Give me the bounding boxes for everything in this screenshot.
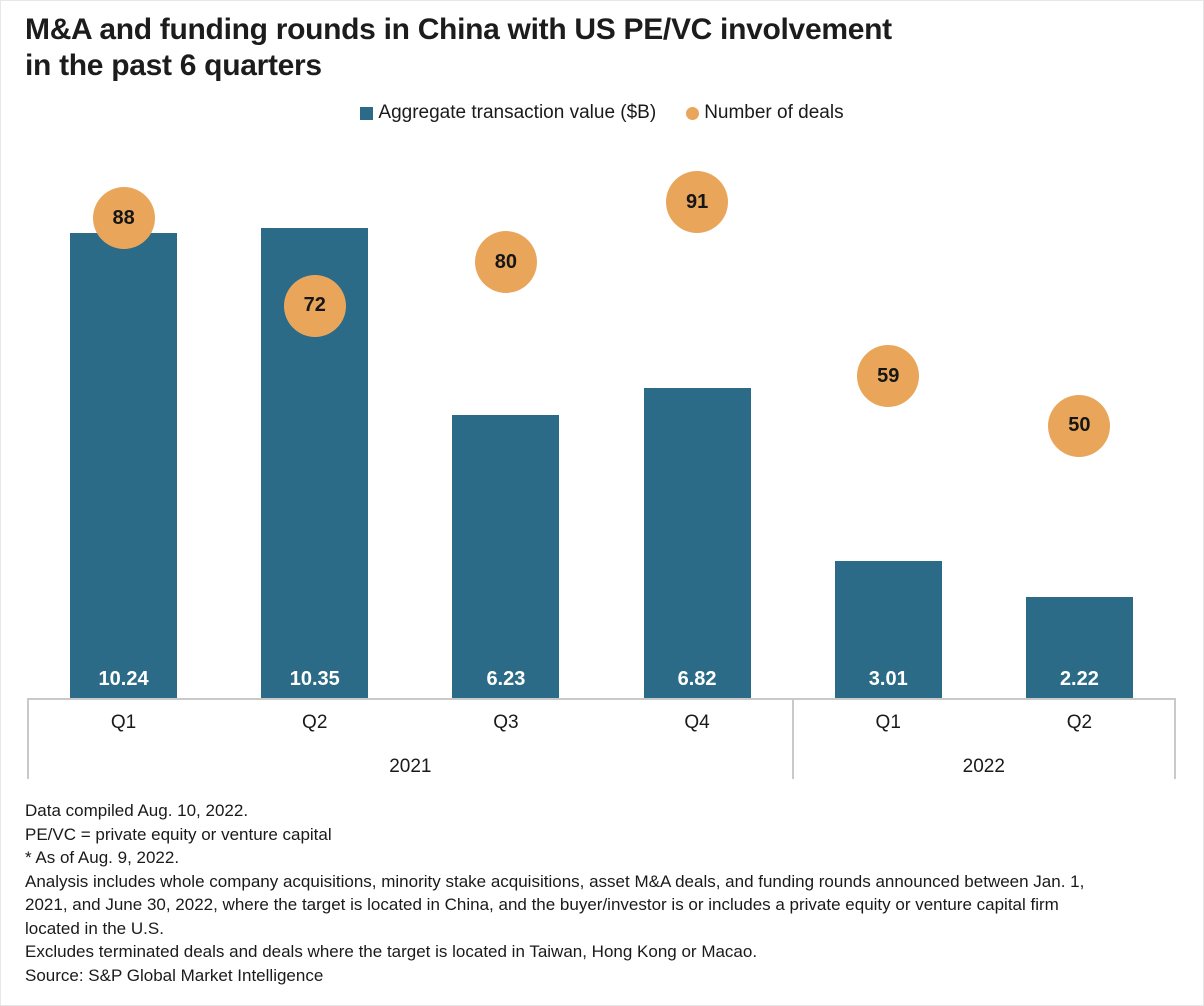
x-axis-label-quarter: Q2 <box>1066 712 1093 733</box>
chart-title-line1: M&A and funding rounds in China with US … <box>25 13 892 46</box>
legend-item-transaction-value: Aggregate transaction value ($B) <box>360 102 656 124</box>
deal-count-marker: 88 <box>92 187 155 250</box>
legend-item-number-of-deals: Number of deals <box>686 102 844 124</box>
axis-group-tick <box>27 698 29 779</box>
bar-value-label: 3.01 <box>868 667 908 690</box>
deal-count-marker: 91 <box>666 171 729 234</box>
legend: Aggregate transaction value ($B) Number … <box>1 102 1203 124</box>
bar-value-label: 6.23 <box>486 667 526 690</box>
legend-label-number-of-deals: Number of deals <box>704 102 844 123</box>
x-axis-label-quarter: Q3 <box>493 712 519 733</box>
deals-series-swatch-icon <box>686 106 700 120</box>
deal-count-marker: 80 <box>474 231 537 293</box>
footnote-as-of-date: * As of Aug. 9, 2022. <box>25 848 180 867</box>
bar-q4-2021: 6.82 <box>643 388 751 698</box>
bar-q2-2022: 2.22 <box>1025 597 1133 698</box>
chart-title: M&A and funding rounds in China with US … <box>25 12 892 84</box>
axis-group-tick <box>1174 698 1176 779</box>
x-axis-line <box>28 698 1175 700</box>
x-axis-label-year: 2021 <box>389 756 432 777</box>
bar-q1-2022: 3.01 <box>834 561 942 698</box>
footnote-source: Source: S&P Global Market Intelligence <box>25 965 324 985</box>
x-axis-label-quarter: Q1 <box>875 712 901 733</box>
footnote-data-compiled: Data compiled Aug. 10, 2022. <box>25 801 249 820</box>
bar-value-label: 10.35 <box>289 668 340 690</box>
deal-count-marker: 72 <box>283 274 346 337</box>
bar-series-swatch-icon <box>360 106 374 120</box>
footnote-analysis-scope: Analysis includes whole company acquisit… <box>25 871 1085 938</box>
plot-area: 10.24 10.35 6.23 6.82 3.01 2.22 88 72 80 91 59 50 Q1… <box>1 1 1203 801</box>
footnote-pevc-definition: PE/VC = private equity or venture capita… <box>25 824 332 844</box>
chart-title-line2: in the past 6 quarters <box>25 49 322 82</box>
x-axis-label-quarter: Q1 <box>110 712 137 733</box>
x-axis-label-year: 2022 <box>962 756 1005 777</box>
deal-count-marker: 59 <box>857 345 920 408</box>
bar-q3-2021: 6.23 <box>452 415 560 698</box>
bar-q1-2021: 10.24 <box>70 232 178 698</box>
deal-count-marker: 50 <box>1048 394 1111 457</box>
bar-value-label: 10.24 <box>98 667 149 690</box>
footnotes: Data compiled Aug. 10, 2022. PE/VC = pri… <box>25 799 1115 987</box>
axis-group-tick <box>791 698 794 779</box>
bar-value-label: 2.22 <box>1059 667 1099 690</box>
x-axis-label-quarter: Q4 <box>684 712 710 733</box>
legend-label-transaction-value: Aggregate transaction value ($B) <box>378 102 657 123</box>
footnote-exclusions: Excludes terminated deals and deals wher… <box>25 942 758 961</box>
x-axis-label-quarter: Q2 <box>302 712 328 733</box>
bar-value-label: 6.82 <box>677 667 717 690</box>
